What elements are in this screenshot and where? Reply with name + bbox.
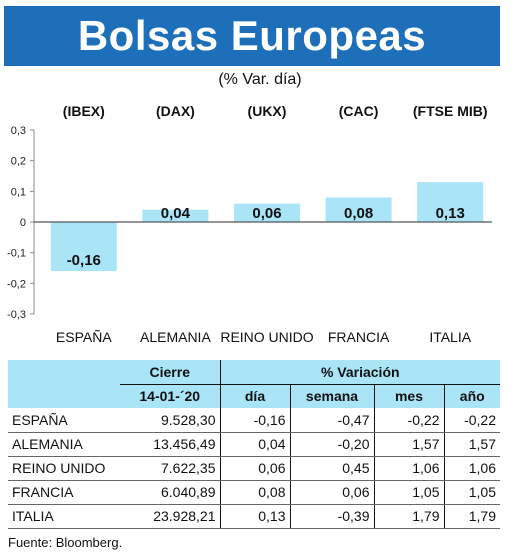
row-ano: 1,05 [443, 480, 500, 505]
index-code-label: (FTSE MIB) [413, 103, 488, 119]
row-name: FRANCIA [8, 480, 120, 505]
row-name: ESPAÑA [8, 408, 120, 433]
header-variacion: % Variación [219, 360, 500, 384]
header-cierre: Cierre [120, 360, 220, 384]
table-row: ESPAÑA 9.528,30 -0,16 -0,47 -0,22 -0,22 [8, 408, 500, 433]
row-semana: -0,47 [289, 408, 374, 433]
row-mes: 1,05 [373, 480, 444, 505]
y-tick-label: -0,1 [7, 248, 26, 260]
row-semana: -0,39 [289, 504, 374, 529]
table-row: ALEMANIA 13.456,49 0,04 -0,20 1,57 1,57 [8, 432, 500, 457]
chart-subtitle: (% Var. día) [218, 71, 302, 88]
row-semana: 0,45 [289, 456, 374, 481]
header-dia: día [219, 383, 290, 408]
row-ano: 1,79 [443, 504, 500, 529]
page-title: Bolsas Europeas [77, 12, 427, 59]
row-name: ITALIA [8, 504, 120, 529]
table-row: FRANCIA 6.040,89 0,08 0,06 1,05 1,05 [8, 480, 500, 505]
row-semana: -0,20 [289, 432, 374, 457]
data-label: 0,13 [436, 205, 465, 222]
market-table: Cierre % Variación 14-01-´20 día semana … [8, 360, 500, 529]
x-tick-label: ITALIA [429, 329, 471, 345]
header-semana: semana [289, 383, 374, 408]
y-tick-label: -0,2 [7, 278, 26, 290]
row-dia: 0,06 [219, 456, 290, 481]
y-tick-label: 0,3 [11, 125, 26, 137]
bar-chart: 0,3 0,2 0,1 0 -0,1 -0,2 -0,3 -0,16 (IBEX) ESPAÑA 0… [7, 103, 492, 345]
bar [234, 203, 300, 222]
y-tick-label: 0,1 [11, 186, 26, 198]
header-ano: año [443, 383, 500, 408]
index-code-label: (CAC) [339, 103, 379, 119]
bar [417, 182, 484, 222]
x-tick-label: ESPAÑA [56, 329, 112, 345]
bar [325, 197, 392, 222]
row-cierre: 23.928,21 [120, 504, 220, 529]
row-dia: 0,13 [219, 504, 290, 529]
row-ano: -0,22 [443, 408, 500, 433]
row-dia: 0,04 [219, 432, 290, 457]
y-tick-label: 0 [20, 217, 26, 229]
row-dia: 0,08 [219, 480, 290, 505]
row-semana: 0,06 [289, 480, 374, 505]
table-header-row-1: Cierre % Variación [8, 360, 500, 384]
row-ano: 1,06 [443, 456, 500, 481]
x-tick-label: FRANCIA [328, 329, 390, 345]
table-row: ITALIA 23.928,21 0,13 -0,39 1,79 1,79 [8, 504, 500, 529]
row-cierre: 6.040,89 [120, 480, 220, 505]
row-cierre: 7.622,35 [120, 456, 220, 481]
data-label: 0,08 [344, 205, 373, 222]
data-label: 0,04 [161, 205, 191, 222]
y-tick-label: 0,2 [11, 156, 26, 168]
row-cierre: 9.528,30 [120, 408, 220, 433]
data-label: 0,06 [252, 205, 281, 222]
row-mes: -0,22 [373, 408, 444, 433]
table-row: REINO UNIDO 7.622,35 0,06 0,45 1,06 1,06 [8, 456, 500, 481]
table-header-blank-2 [8, 384, 120, 408]
header-mes: mes [373, 383, 444, 408]
source-note: Fuente: Bloomberg. [8, 535, 123, 550]
row-mes: 1,57 [373, 432, 444, 457]
bar [142, 209, 209, 222]
table-header-blank [8, 360, 120, 384]
bar [50, 222, 117, 272]
row-ano: 1,57 [443, 432, 500, 457]
row-mes: 1,79 [373, 504, 444, 529]
x-tick-label: REINO UNIDO [220, 329, 313, 345]
index-code-label: (DAX) [156, 103, 195, 119]
row-name: REINO UNIDO [8, 456, 120, 481]
row-mes: 1,06 [373, 456, 444, 481]
x-tick-label: ALEMANIA [140, 329, 211, 345]
y-tick-label: -0,3 [7, 309, 26, 321]
row-name: ALEMANIA [8, 432, 120, 457]
title-banner: Bolsas Europeas [4, 6, 500, 66]
index-code-label: (UKX) [248, 103, 287, 119]
data-label: -0,16 [67, 252, 101, 269]
index-code-label: (IBEX) [63, 103, 105, 119]
row-dia: -0,16 [219, 408, 290, 433]
header-date: 14-01-´20 [120, 383, 220, 408]
row-cierre: 13.456,49 [120, 432, 220, 457]
table-header-row-2: 14-01-´20 día semana mes año [8, 383, 500, 408]
